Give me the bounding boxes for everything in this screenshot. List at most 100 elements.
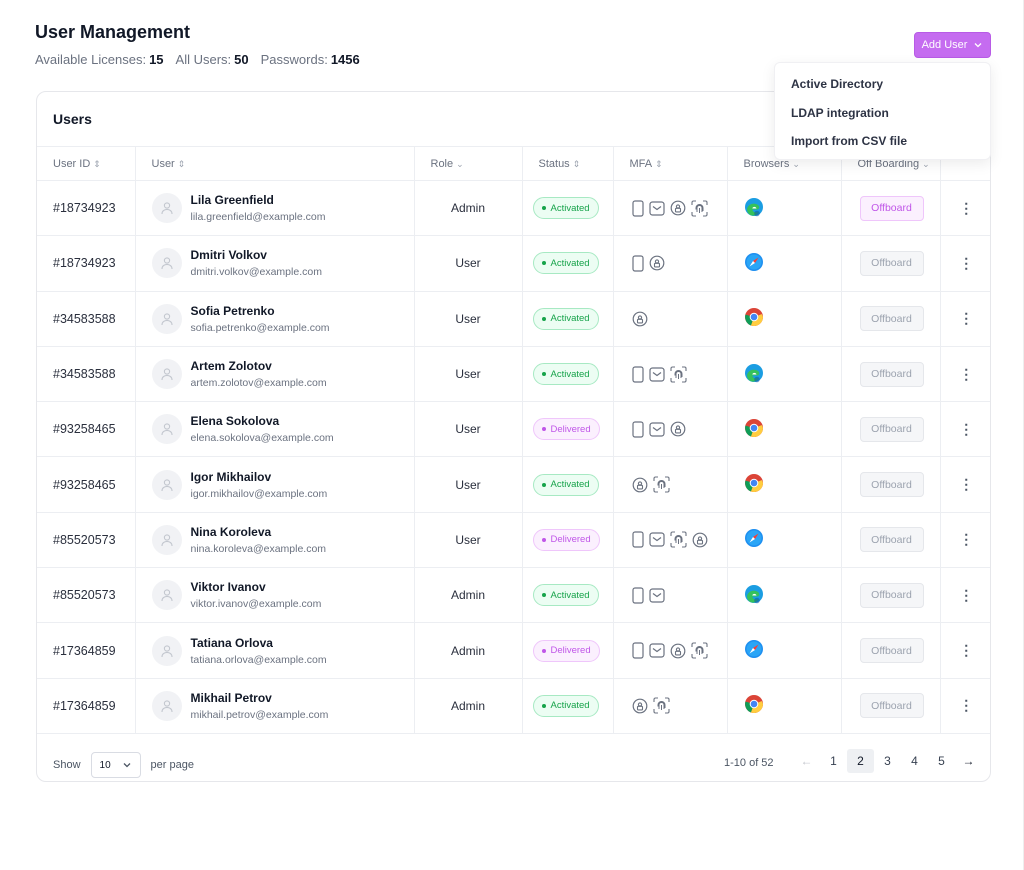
chevron-down-icon: ⌄	[456, 158, 464, 169]
offboard-button[interactable]: Offboard	[859, 250, 924, 276]
sort-icon: ⇕	[572, 158, 581, 169]
role-cell: User	[414, 291, 523, 347]
offboard-button[interactable]: Offboard	[859, 361, 924, 387]
status-badge: Activated	[532, 363, 599, 386]
user-name[interactable]: Tatiana Orlova	[190, 635, 273, 650]
offboard-button[interactable]: Offboard	[859, 693, 924, 719]
avatar	[151, 469, 182, 500]
user-cell: Artem Zolotov artem.zolotov@example.com	[135, 346, 415, 403]
column-header-user-id[interactable]: User ID ⇕	[37, 146, 136, 181]
row-menu-icon[interactable]: ⋮	[940, 512, 990, 569]
table-row[interactable]: #93258465 Igor Mikhailov igor.mikhailov@ex…	[37, 456, 990, 513]
menu-item-ldap[interactable]: LDAP integration	[791, 105, 889, 120]
user-name[interactable]: Nina Koroleva	[190, 524, 272, 539]
user-cell: Dmitri Volkov dmitri.volkov@example.com	[135, 235, 415, 292]
table-row[interactable]: #18734923 Lila Greenfield lila.greenfield@…	[37, 180, 990, 237]
edge-icon	[744, 584, 764, 607]
status-dot-icon	[541, 427, 546, 432]
role-cell: User	[414, 512, 523, 569]
status-dot-icon	[541, 537, 546, 542]
column-header-user[interactable]: User ⇕	[135, 146, 415, 181]
user-name[interactable]: Dmitri Volkov	[190, 248, 267, 263]
table-row[interactable]: #85520573 Viktor Ivanov viktor.ivanov@exam…	[37, 567, 990, 624]
card-title: Users	[53, 111, 92, 127]
row-menu-icon[interactable]: ⋮	[940, 401, 990, 458]
table-row[interactable]: #18734923 Dmitri Volkov dmitri.volkov@exam…	[37, 235, 990, 292]
mfa-cell	[613, 346, 728, 403]
fingerprint-icon	[652, 697, 670, 714]
offboard-button[interactable]: Offboard	[859, 416, 924, 442]
table-row[interactable]: #93258465 Elena Sokolova elena.sokolova@ex…	[37, 401, 990, 458]
status-cell: Delivered	[522, 622, 614, 679]
offboard-button[interactable]: Offboard	[859, 638, 924, 664]
safari-icon	[744, 529, 764, 551]
page-button[interactable]: 3	[884, 754, 891, 768]
add-user-button[interactable]: Add User	[914, 32, 991, 58]
browser-cell	[727, 512, 842, 569]
row-menu-icon[interactable]: ⋮	[940, 235, 990, 292]
per-page-select[interactable]: 10	[90, 752, 141, 778]
avatar	[151, 303, 182, 334]
next-page-icon[interactable]: →	[962, 754, 975, 768]
column-header-role[interactable]: Role ⌄	[414, 146, 523, 181]
offboard-button[interactable]: Offboard	[859, 527, 924, 553]
mfa-cell	[613, 291, 728, 347]
chrome-icon	[744, 418, 764, 441]
offboard-button[interactable]: Offboard	[859, 582, 924, 608]
page-button[interactable]: 2	[847, 749, 874, 773]
page-button[interactable]: 4	[911, 754, 918, 768]
chrome-icon	[744, 308, 764, 330]
browser-cell	[727, 567, 842, 624]
column-header-status[interactable]: Status ⇕	[522, 146, 614, 181]
offboard-button[interactable]: Offboard	[859, 195, 924, 221]
user-name[interactable]: Elena Sokolova	[190, 414, 280, 429]
status-badge: Activated	[532, 197, 599, 220]
role-cell: Admin	[414, 622, 523, 679]
stats-bar: Available Licenses: 15 All Users: 50 Passw…	[35, 52, 360, 67]
user-email: elena.sokolova@example.com	[190, 432, 334, 445]
status-dot-icon	[541, 372, 546, 377]
row-menu-icon[interactable]: ⋮	[940, 346, 990, 403]
avatar	[151, 635, 182, 666]
fingerprint-icon	[690, 200, 708, 217]
mfa-cell	[613, 512, 728, 569]
sort-icon: ⇕	[177, 158, 186, 169]
user-name[interactable]: Sofia Petrenko	[190, 303, 275, 318]
page-button[interactable]: 1	[830, 754, 837, 768]
pagination: ← 1 2 3 4 5 →	[793, 749, 982, 773]
table-row[interactable]: #17364859 Tatiana Orlova tatiana.orlova@ex…	[37, 622, 990, 679]
role-cell: User	[414, 346, 523, 403]
status-cell: Activated	[522, 456, 614, 513]
mail-icon	[648, 366, 665, 382]
chevron-down-icon	[974, 43, 982, 48]
user-name[interactable]: Viktor Ivanov	[190, 580, 266, 595]
offboard-button[interactable]: Offboard	[859, 472, 924, 498]
table-row[interactable]: #85520573 Nina Koroleva nina.koroleva@exam…	[37, 512, 990, 569]
row-menu-icon[interactable]: ⋮	[940, 567, 990, 624]
table-row[interactable]: #17364859 Mikhail Petrov mikhail.petrov@ex…	[37, 678, 990, 734]
prev-page-icon[interactable]: ←	[800, 754, 813, 768]
safari-icon	[744, 252, 764, 275]
offboard-cell: Offboard	[841, 346, 941, 403]
status-badge: Activated	[532, 584, 599, 607]
row-menu-icon[interactable]: ⋮	[940, 622, 990, 679]
row-menu-icon[interactable]: ⋮	[940, 678, 990, 734]
user-name[interactable]: Mikhail Petrov	[190, 690, 272, 705]
offboard-button[interactable]: Offboard	[859, 306, 924, 332]
offboard-cell: Offboard	[841, 235, 941, 292]
row-menu-icon[interactable]: ⋮	[940, 456, 990, 513]
row-menu-icon[interactable]: ⋮	[940, 180, 990, 237]
column-header-mfa[interactable]: MFA ⇕	[613, 146, 728, 181]
table-row[interactable]: #34583588 Artem Zolotov artem.zolotov@exam…	[37, 346, 990, 403]
shield-icon	[670, 200, 686, 216]
page-button[interactable]: 5	[938, 754, 945, 768]
fingerprint-icon	[669, 531, 687, 548]
user-name[interactable]: Igor Mikhailov	[190, 469, 272, 484]
chrome-icon	[744, 695, 764, 717]
menu-item-import-csv[interactable]: Import from CSV file	[791, 134, 908, 148]
user-name[interactable]: Lila Greenfield	[190, 193, 274, 208]
table-row[interactable]: #34583588 Sofia Petrenko sofia.petrenko@ex…	[37, 291, 990, 347]
menu-item-active-directory[interactable]: Active Directory	[791, 77, 884, 91]
row-menu-icon[interactable]: ⋮	[940, 291, 990, 347]
user-name[interactable]: Artem Zolotov	[190, 359, 272, 374]
